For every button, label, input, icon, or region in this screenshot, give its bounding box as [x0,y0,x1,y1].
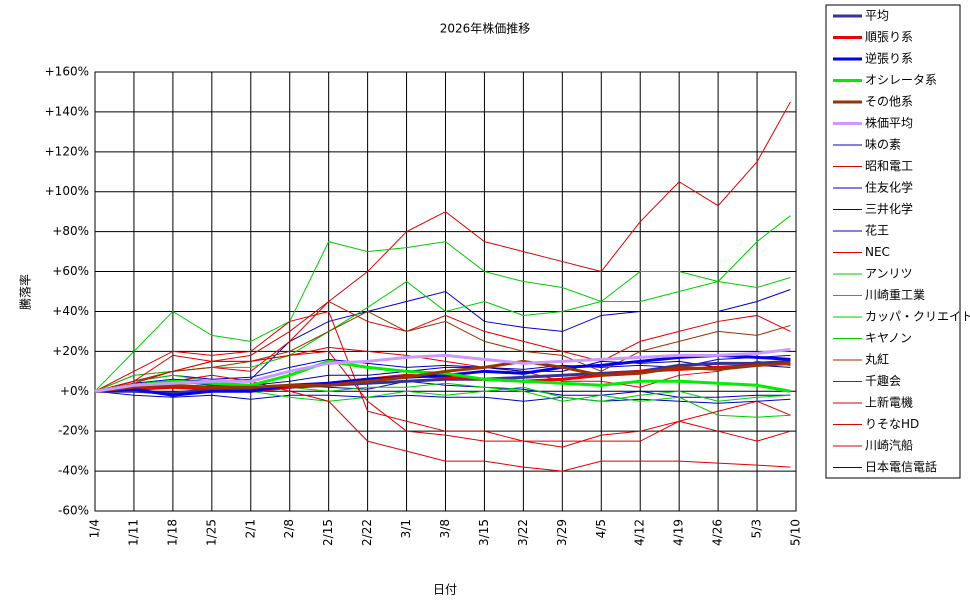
legend-label: 順張り系 [865,30,913,44]
legend-label: 日本電信電話 [865,459,937,474]
series-line [94,359,791,393]
legend-label: オシレータ系 [865,73,937,87]
legend-label: 住友化学 [865,180,913,195]
x-tick-label: 4/19 [672,519,686,546]
x-tick-label: 4/5 [594,519,608,538]
legend-label: 平均 [865,9,889,23]
x-tick-label: 4/26 [711,519,725,546]
x-tick-label: 4/12 [633,519,647,546]
y-tick-label: +140% [45,104,89,118]
x-tick-label: 2/1 [243,519,257,538]
x-tick-label: 5/10 [789,519,803,546]
x-tick-label: 3/8 [438,519,452,538]
series-line [94,350,791,448]
series-line [94,101,791,392]
x-tick-label: 1/25 [204,519,218,546]
legend-label: アンリツ [865,267,913,281]
legend-label: 上新電機 [865,395,913,410]
y-tick-label: -60% [58,504,89,518]
x-tick-label: 1/11 [126,519,140,546]
y-tick-label: +80% [52,224,89,238]
series-line [94,310,791,392]
x-tick-label: 5/3 [750,519,764,538]
legend-label: 千趣会 [865,373,901,388]
legend-label: 三井化学 [865,201,913,216]
x-tick-label: 3/22 [516,519,530,546]
legend-label: その他系 [865,95,913,109]
series-line [94,359,791,393]
y-tick-label: +120% [45,144,89,158]
series-line [94,361,791,393]
y-axis-label: 騰落率 [18,274,33,310]
y-tick-label: +100% [45,184,89,198]
legend-label: 川崎汽船 [865,438,913,453]
x-tick-label: 2/22 [360,519,374,546]
x-tick-label: 1/4 [88,519,102,538]
x-tick-label: 2/15 [321,519,335,546]
series-line [94,374,791,472]
series-line [94,347,791,393]
legend-label: 逆張り系 [865,51,913,66]
legend-label: 川崎重工業 [865,288,925,302]
series-line [94,353,791,397]
x-tick-label: 3/15 [477,519,491,546]
y-tick-label: -20% [58,424,89,438]
series-line [94,390,791,404]
x-axis-label: 日付 [433,583,457,597]
legend-label: 昭和電工 [865,159,913,173]
y-tick-label: +60% [52,264,89,278]
y-tick-label: -40% [58,464,89,478]
chart-title: 2026年株価推移 [440,21,531,36]
y-tick-label: +160% [45,65,89,79]
series-line [94,215,791,392]
legend-label: NEC [865,245,890,259]
series-line [94,360,791,392]
x-tick-label: 1/18 [165,519,179,546]
y-tick-label: +20% [52,344,89,358]
y-tick-label: +40% [52,304,89,318]
legend-label: 株価平均 [865,115,913,130]
legend-label: 丸紅 [865,353,889,367]
legend-label: カッパ・クリエイト [865,310,970,324]
legend-box [825,4,961,479]
x-tick-label: 3/1 [399,519,413,538]
x-tick-label: 3/29 [555,519,569,546]
plot-frame [94,71,797,512]
legend-label: 味の素 [865,138,901,152]
y-tick-label: +0% [60,384,89,398]
legend-label: 花王 [865,223,889,238]
legend-label: りそなHD [865,417,919,431]
legend-label: キヤノン [865,331,912,345]
x-tick-label: 2/8 [282,519,296,538]
